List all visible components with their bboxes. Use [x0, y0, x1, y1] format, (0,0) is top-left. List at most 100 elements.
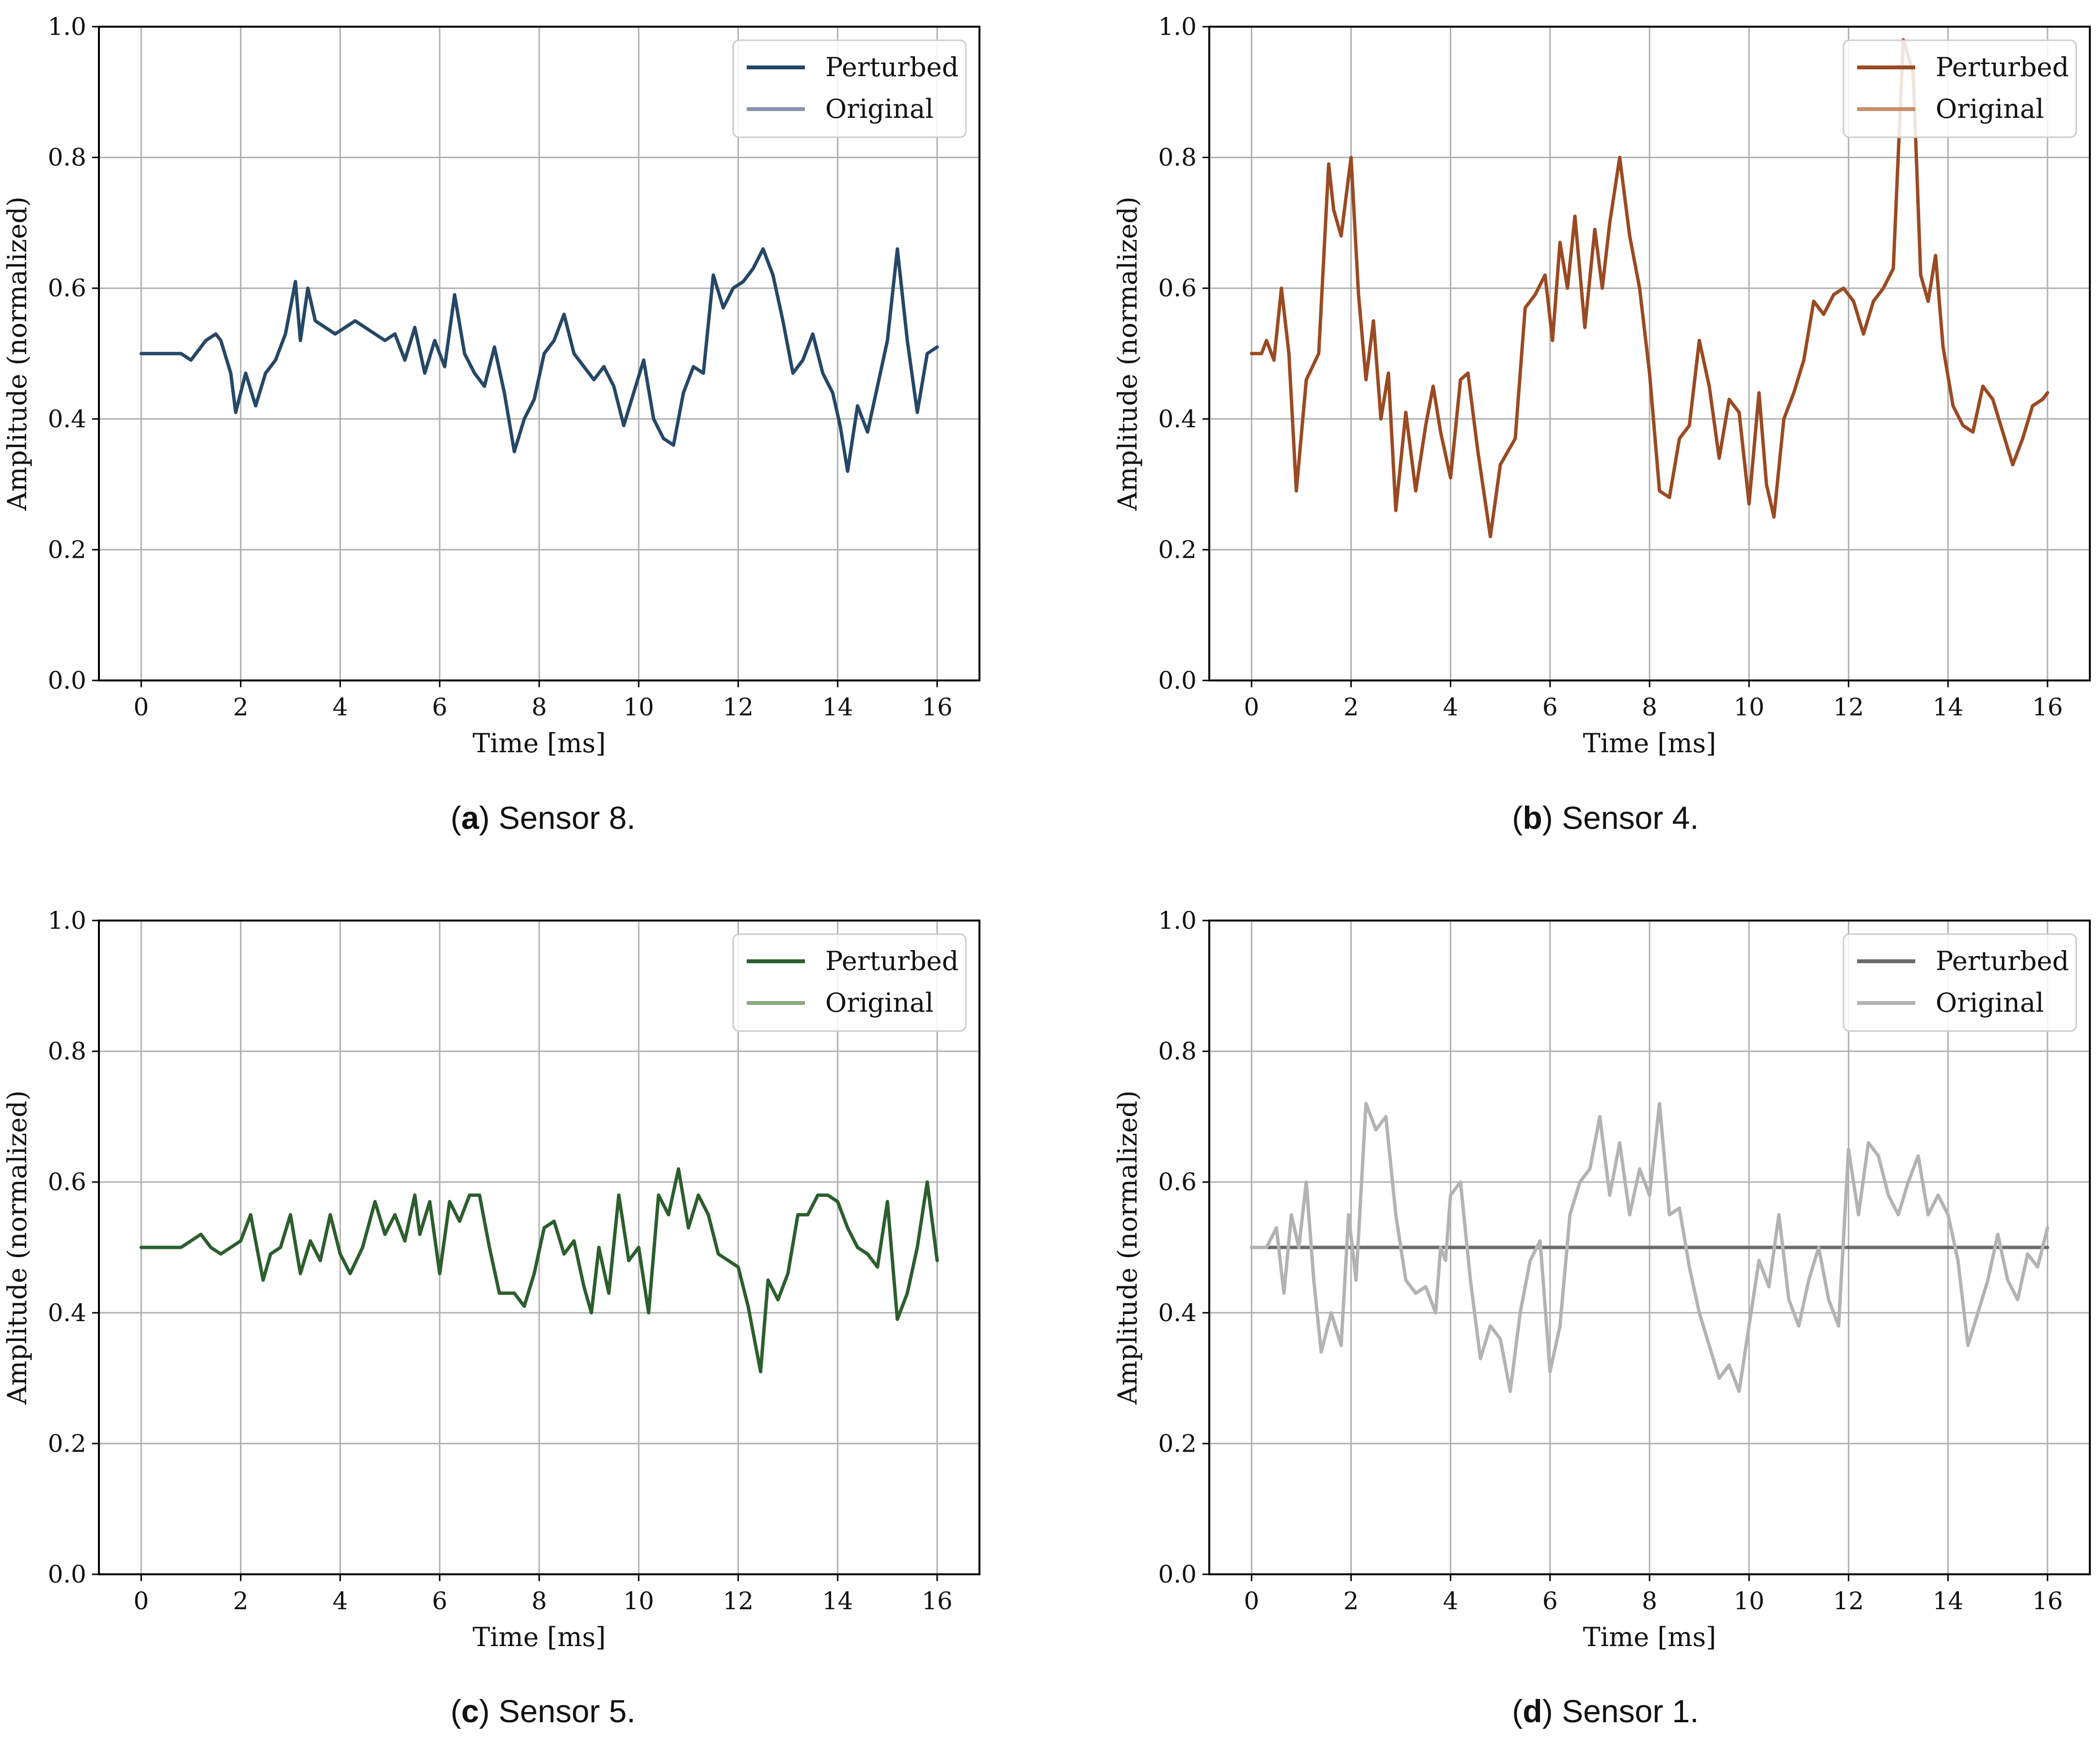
legend: Perturbed Original — [1843, 933, 2077, 1032]
caption-c: (c) Sensor 5. — [450, 1693, 636, 1729]
legend-box — [732, 39, 967, 138]
y-tick-label: 0.8 — [48, 144, 86, 172]
x-tick-label: 16 — [922, 693, 953, 721]
caption-letter: b — [1523, 800, 1542, 836]
x-tick-label: 14 — [822, 693, 853, 721]
legend-label-perturbed: Perturbed — [1936, 946, 2069, 976]
y-tick-label: 0.0 — [48, 1560, 86, 1588]
caption-b: (b) Sensor 4. — [1512, 800, 1699, 836]
y-tick-label: 0.6 — [48, 274, 86, 302]
x-tick-label: 6 — [432, 693, 448, 721]
legend-label-original: Original — [1936, 987, 2044, 1018]
y-tick-label: 0.0 — [48, 666, 86, 695]
panel-sensor-5: 0 2 4 6 8 10 12 14 16 0.0 0.2 0.4 0.6 0.8 1.0 Time [ms]… — [2, 906, 980, 1652]
y-tick-label: 1.0 — [1158, 906, 1197, 935]
x-tick-label: 6 — [432, 1587, 448, 1615]
y-tick-label: 0.2 — [1158, 535, 1197, 564]
legend-label-perturbed: Perturbed — [825, 946, 959, 976]
y-tick-label: 0.4 — [48, 405, 86, 433]
x-tick-label: 2 — [233, 1587, 249, 1615]
caption-a: (a) Sensor 8. — [450, 800, 636, 836]
legend-box — [1843, 39, 2077, 138]
y-tick-label: 0.2 — [48, 1429, 86, 1457]
x-tick-label: 4 — [1443, 693, 1459, 721]
x-tick-label: 8 — [531, 693, 547, 721]
legend: Perturbed Original — [732, 933, 967, 1032]
series-line-perturbed — [139, 247, 939, 473]
caption-d: (d) Sensor 1. — [1512, 1693, 1699, 1729]
x-tick-label: 16 — [2032, 1587, 2063, 1615]
x-tick-label: 12 — [723, 1587, 754, 1615]
y-tick-label: 0.8 — [48, 1037, 86, 1066]
x-axis-label: Time [ms] — [473, 728, 606, 759]
y-tick-label: 0.6 — [1158, 274, 1197, 302]
series-line-original — [1250, 1101, 2050, 1393]
series-line-perturbed — [139, 1167, 939, 1374]
y-tick-label: 0.4 — [48, 1299, 86, 1327]
x-tick-label: 2 — [1344, 1587, 1359, 1615]
panel-sensor-1: 0 2 4 6 8 10 12 14 16 0.0 0.2 0.4 0.6 0.8 1.0 Time [ms]… — [1112, 906, 2091, 1652]
x-tick-label: 12 — [1833, 693, 1864, 721]
y-tick-label: 0.6 — [1158, 1168, 1197, 1196]
y-tick-label: 0.0 — [1158, 1560, 1197, 1588]
x-tick-label: 12 — [1833, 1587, 1864, 1615]
legend-box — [732, 933, 967, 1032]
x-tick-label: 4 — [1443, 1587, 1459, 1615]
x-tick-label: 8 — [531, 1587, 547, 1615]
x-tick-label: 4 — [333, 1587, 348, 1615]
legend-label-original: Original — [1936, 94, 2044, 124]
caption-text: Sensor 1. — [1562, 1693, 1699, 1729]
x-tick-label: 4 — [333, 693, 348, 721]
caption-letter: c — [461, 1693, 479, 1729]
y-tick-label: 0.8 — [1158, 144, 1197, 172]
x-tick-label: 6 — [1542, 693, 1558, 721]
legend: Perturbed Original — [1843, 39, 2077, 138]
y-tick-label: 0.2 — [1158, 1429, 1197, 1457]
caption-text: Sensor 8. — [498, 800, 636, 836]
x-tick-label: 16 — [922, 1587, 953, 1615]
x-tick-label: 14 — [1933, 693, 1964, 721]
x-tick-label: 10 — [1733, 693, 1764, 721]
legend-box — [1843, 933, 2077, 1032]
x-tick-label: 8 — [1642, 693, 1657, 721]
x-tick-label: 10 — [623, 1587, 654, 1615]
caption-letter: a — [461, 800, 479, 836]
x-tick-label: 14 — [1933, 1587, 1964, 1615]
panel-sensor-4: 0 2 4 6 8 10 12 14 16 0.0 0.2 0.4 0.6 0.8 1.0 Time [ms]… — [1112, 13, 2091, 759]
y-axis-label: Amplitude (normalized) — [2, 196, 32, 511]
x-tick-label: 0 — [1244, 693, 1259, 721]
y-tick-label: 1.0 — [48, 906, 86, 935]
x-axis-label: Time [ms] — [1583, 1622, 1716, 1652]
x-tick-label: 0 — [133, 693, 149, 721]
legend-label-original: Original — [825, 94, 933, 124]
caption-text: Sensor 4. — [1562, 800, 1699, 836]
series-line-perturbed — [1250, 38, 2050, 538]
y-tick-label: 0.4 — [1158, 405, 1197, 433]
x-tick-label: 2 — [233, 693, 249, 721]
x-tick-label: 2 — [1344, 693, 1359, 721]
x-tick-label: 6 — [1542, 1587, 1558, 1615]
x-tick-label: 0 — [133, 1587, 149, 1615]
y-axis-label: Amplitude (normalized) — [2, 1090, 32, 1405]
legend-label-original: Original — [825, 987, 933, 1018]
caption-letter: d — [1523, 1693, 1542, 1729]
x-tick-label: 12 — [723, 693, 754, 721]
legend: Perturbed Original — [732, 39, 967, 138]
legend-label-perturbed: Perturbed — [1936, 52, 2069, 82]
y-axis-label: Amplitude (normalized) — [1112, 196, 1143, 511]
x-tick-label: 0 — [1244, 1587, 1259, 1615]
y-tick-label: 1.0 — [48, 13, 86, 41]
y-tick-label: 0.6 — [48, 1168, 86, 1196]
y-tick-label: 0.4 — [1158, 1299, 1197, 1327]
x-tick-label: 14 — [822, 1587, 853, 1615]
legend-label-perturbed: Perturbed — [825, 52, 959, 82]
x-axis-label: Time [ms] — [1583, 728, 1716, 759]
caption-text: Sensor 5. — [498, 1693, 636, 1729]
y-axis-label: Amplitude (normalized) — [1112, 1090, 1143, 1405]
x-tick-label: 10 — [623, 693, 654, 721]
x-tick-label: 8 — [1642, 1587, 1657, 1615]
y-tick-label: 0.0 — [1158, 666, 1197, 695]
y-tick-label: 0.8 — [1158, 1037, 1197, 1066]
panel-sensor-8: 0 2 4 6 8 10 12 14 16 0.0 0.2 0.4 0.6 0.8 1.0 Time [ms]… — [2, 13, 980, 759]
